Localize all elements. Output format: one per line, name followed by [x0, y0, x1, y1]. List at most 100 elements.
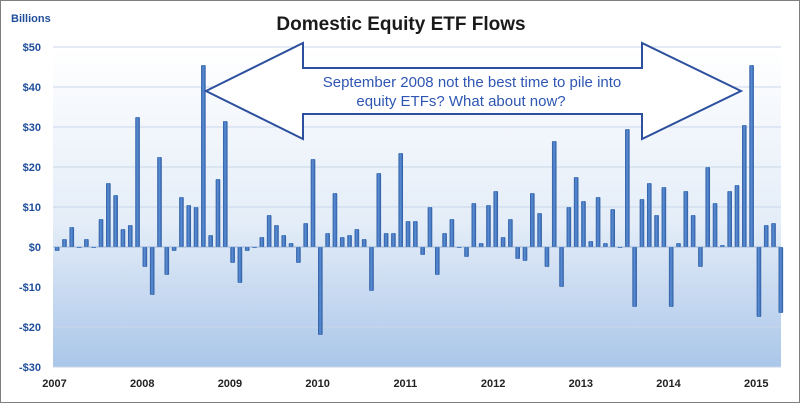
bar	[91, 247, 97, 248]
bar	[405, 221, 411, 247]
bar	[244, 247, 250, 251]
bar	[778, 247, 784, 313]
bar	[149, 247, 155, 295]
bar	[420, 247, 425, 255]
x-tick-label: 2007	[42, 378, 66, 390]
bar	[573, 177, 579, 247]
y-tick-label: $20	[23, 162, 41, 174]
bar	[683, 191, 689, 247]
bar	[442, 233, 447, 247]
bar	[522, 247, 528, 261]
bar	[698, 247, 703, 267]
bar	[639, 199, 645, 247]
bar	[654, 215, 659, 247]
x-tick-label: 2015	[744, 378, 768, 390]
bar	[281, 235, 287, 247]
bar	[603, 243, 608, 247]
bar	[398, 153, 404, 247]
bar	[98, 219, 104, 247]
bar	[361, 239, 367, 247]
x-tick-label: 2013	[569, 378, 593, 390]
y-tick-label: -$10	[19, 282, 41, 294]
y-tick-label: -$20	[19, 322, 41, 334]
bar	[354, 229, 360, 247]
bar	[493, 191, 499, 247]
bar	[530, 193, 535, 247]
bar	[325, 233, 330, 247]
bar	[471, 203, 477, 247]
bar	[266, 215, 272, 247]
bar	[142, 247, 148, 267]
bar	[413, 221, 418, 247]
y-tick-label: $50	[23, 42, 41, 54]
bar	[581, 201, 586, 247]
x-tick-label: 2008	[130, 378, 154, 390]
bar	[595, 197, 601, 247]
bar	[193, 207, 199, 247]
bar	[434, 247, 440, 275]
bar	[690, 215, 696, 247]
bar	[201, 65, 206, 247]
bar	[449, 219, 455, 247]
bar	[164, 247, 170, 275]
y-tick-label: -$30	[19, 362, 41, 374]
bar	[84, 239, 89, 247]
x-tick-label: 2011	[393, 378, 417, 390]
y-tick-label: $0	[29, 242, 41, 254]
x-tick-label: 2014	[656, 378, 681, 390]
bar	[537, 213, 542, 247]
bar-series	[54, 65, 784, 335]
bar	[215, 179, 221, 247]
bar	[252, 247, 257, 248]
bar	[668, 247, 674, 307]
bar	[296, 247, 301, 263]
bar	[171, 247, 177, 251]
y-tick-label: $10	[23, 202, 41, 214]
bar	[339, 237, 345, 247]
bar	[376, 173, 382, 247]
bar	[617, 247, 623, 248]
bar	[646, 183, 652, 247]
bar	[391, 233, 396, 247]
y-axis-label: Billions	[11, 13, 51, 25]
bar	[500, 237, 506, 247]
annotation-line-1: September 2008 not the best time to pile…	[323, 74, 622, 91]
bar	[208, 235, 213, 247]
bar	[383, 233, 389, 247]
y-tick-label: $30	[23, 122, 41, 134]
bar	[464, 247, 469, 257]
bar	[310, 159, 316, 247]
y-tick-labels: $50 $40 $30 $20 $10 $0 -$10 -$20 -$30	[19, 42, 41, 374]
bar	[179, 197, 184, 247]
bar	[508, 219, 513, 247]
bar	[230, 247, 235, 263]
y-tick-label: $40	[23, 82, 41, 94]
bar	[288, 243, 294, 247]
bar	[486, 205, 491, 247]
bar	[259, 237, 265, 247]
bar	[771, 223, 776, 247]
x-tick-label: 2012	[481, 378, 505, 390]
x-tick-labels: 2007 2008 2009 2010 2011 2012 2013 2014 2015	[42, 378, 768, 390]
bar	[720, 245, 725, 247]
bar	[559, 247, 564, 287]
bar	[515, 247, 520, 259]
bar	[237, 247, 243, 283]
bar	[318, 247, 323, 335]
bar	[62, 239, 67, 247]
bar	[456, 247, 462, 248]
bar	[157, 157, 162, 247]
bar	[756, 247, 762, 317]
bar	[76, 247, 82, 248]
bar	[113, 195, 118, 247]
bar	[332, 193, 338, 247]
bar	[127, 225, 133, 247]
bar	[661, 187, 667, 247]
bar	[54, 247, 60, 251]
bar	[274, 225, 279, 247]
bar	[712, 203, 718, 247]
bar	[135, 117, 140, 247]
bar	[610, 209, 616, 247]
bar	[303, 223, 308, 247]
